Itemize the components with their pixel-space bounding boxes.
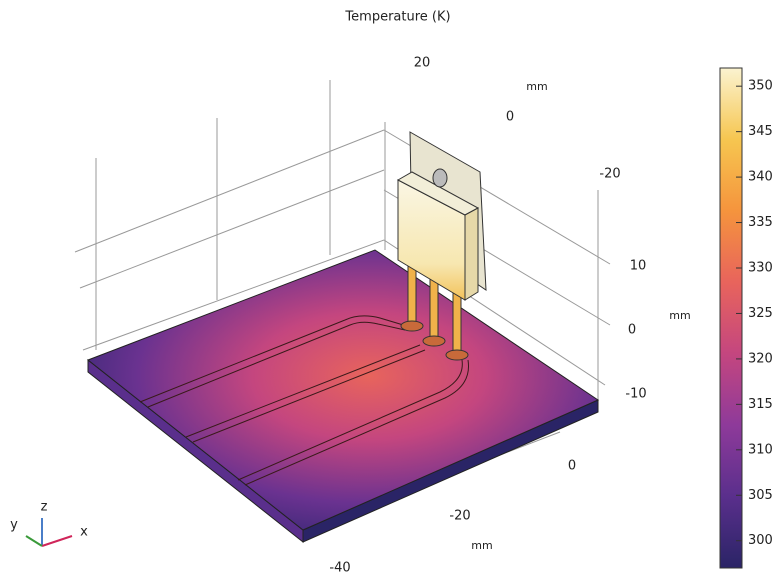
colorbar-tick-label: 340 <box>748 170 773 185</box>
axis-tick-label: 0 <box>628 323 636 338</box>
colorbar-tick-label: 305 <box>748 488 773 503</box>
axis-tick-label: 20 <box>414 56 431 71</box>
axis-tick-label: 10 <box>630 259 647 274</box>
axis-tick-label: -20 <box>599 167 620 182</box>
axis-tick-label: 0 <box>568 459 576 474</box>
axis-label: mm <box>471 539 492 552</box>
axis-tick-label: -20 <box>449 509 470 524</box>
axis-label: mm <box>526 80 547 93</box>
triad-label: z <box>41 500 48 515</box>
axis-label: mm <box>669 309 690 322</box>
colorbar-tick-label: 315 <box>748 397 773 412</box>
colorbar <box>719 67 743 569</box>
board <box>87 249 600 531</box>
colorbar-tick-label: 345 <box>748 124 773 139</box>
colorbar-tick-label: 335 <box>748 215 773 230</box>
colorbar-tick-label: 330 <box>748 261 773 276</box>
axis-tick-label: -40 <box>329 561 350 576</box>
triad <box>25 518 73 547</box>
traces <box>139 315 470 486</box>
axis-tick-label: -10 <box>625 387 646 402</box>
triad-label: y <box>10 518 18 533</box>
transistor <box>396 131 487 361</box>
triad-label: x <box>80 525 88 540</box>
colorbar-tick-label: 300 <box>748 533 773 548</box>
colorbar-tick-label: 325 <box>748 306 773 321</box>
axis-tick-label: 0 <box>506 110 514 125</box>
colorbar-tick-label: 320 <box>748 351 773 366</box>
title: Temperature (K) <box>344 10 450 25</box>
colorbar-tick-label: 310 <box>748 442 773 457</box>
colorbar-tick-label: 350 <box>748 79 773 94</box>
